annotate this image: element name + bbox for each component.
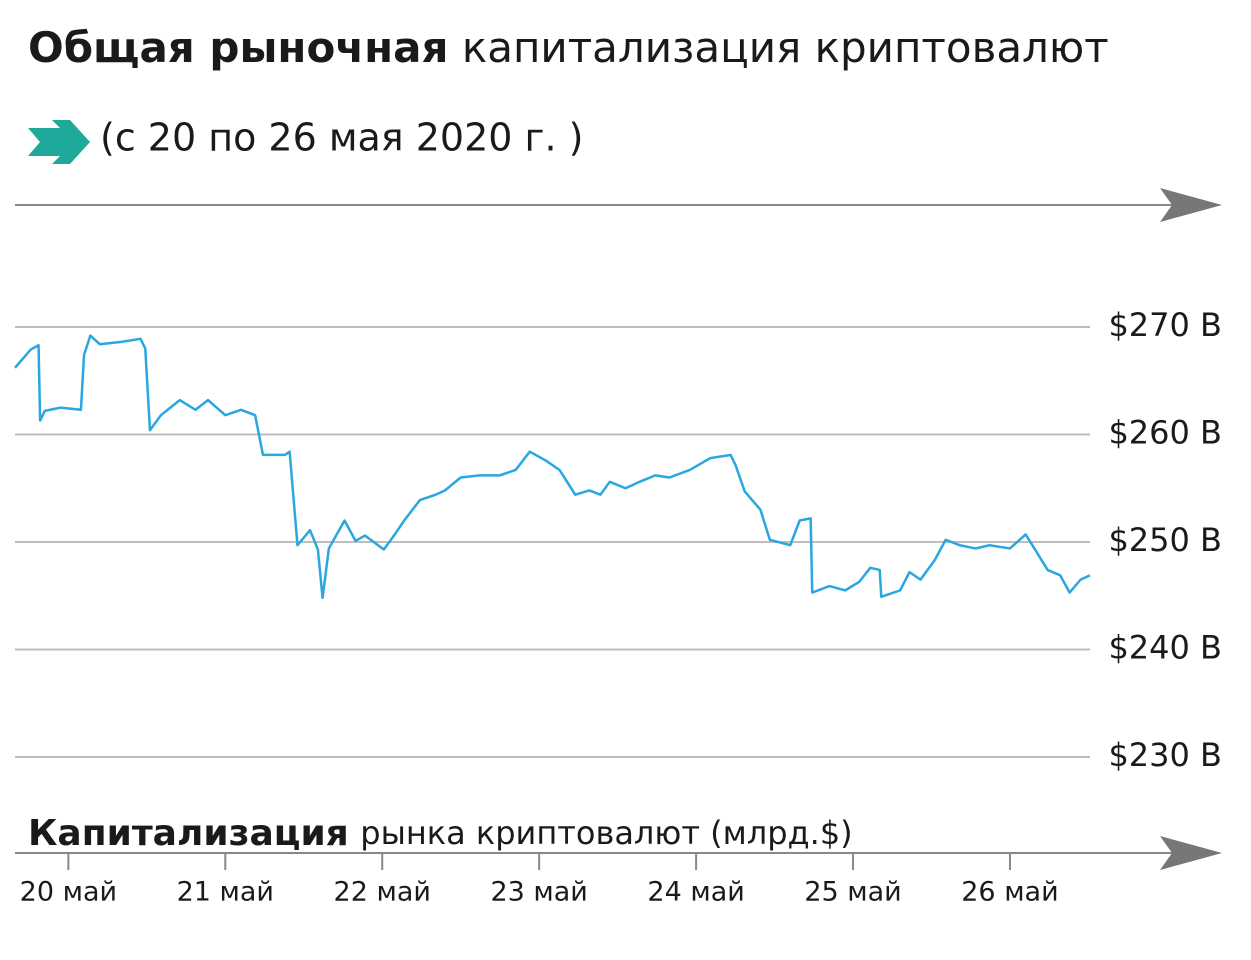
x-axis-label: Капитализация рынка криптовалют (млрд.$) — [28, 813, 853, 854]
bottom-arrow — [1160, 836, 1222, 870]
x-tick-label: 23 май — [490, 877, 587, 908]
title-regular: капитализация криптовалют — [462, 23, 1109, 72]
x-label-regular: рынка криптовалют (млрд.$) — [360, 814, 852, 852]
y-tick-label: $240 B — [1108, 629, 1222, 667]
y-tick-label: $230 B — [1108, 736, 1222, 774]
x-tick-label: 20 май — [20, 877, 117, 908]
x-label-bold: Капитализация — [28, 813, 349, 854]
title-bold: Общая рыночная — [28, 23, 448, 72]
x-tick-label: 26 май — [961, 877, 1058, 908]
subtitle-arrow — [28, 120, 90, 164]
x-tick-label: 21 май — [177, 877, 274, 908]
y-tick-label: $270 B — [1108, 306, 1222, 344]
chart-title: Общая рыночная капитализация криптовалют — [28, 23, 1109, 72]
subtitle: (с 20 по 26 мая 2020 г. ) — [100, 116, 583, 160]
top-arrow — [1160, 188, 1222, 222]
line — [14, 334, 1091, 600]
y-tick-label: $260 B — [1108, 414, 1222, 452]
x-tick-label: 22 май — [334, 877, 431, 908]
x-tick-label: 24 май — [647, 877, 744, 908]
x-tick-label: 25 май — [804, 877, 901, 908]
y-tick-label: $250 B — [1108, 521, 1222, 559]
